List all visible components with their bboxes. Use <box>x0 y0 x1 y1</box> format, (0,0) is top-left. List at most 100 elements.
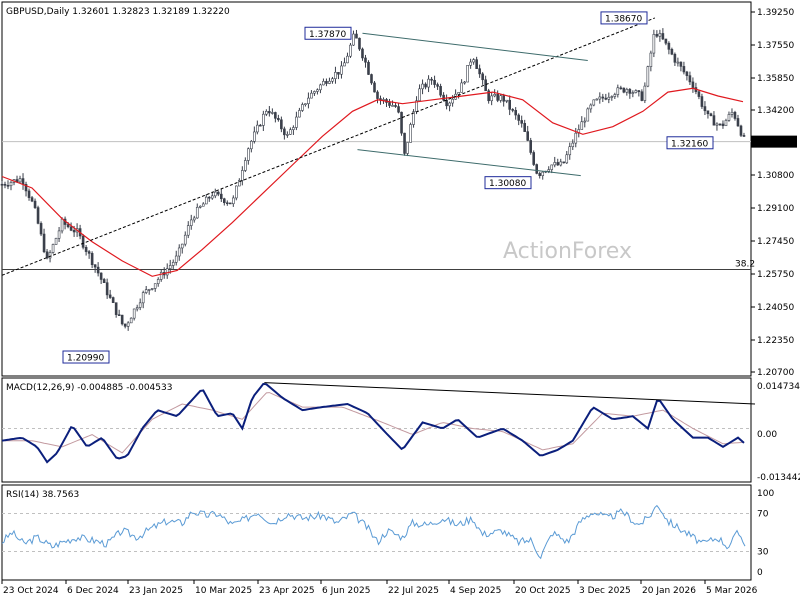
candle-body <box>712 115 716 126</box>
candle-body <box>622 87 626 93</box>
candle-body <box>244 160 247 171</box>
candle-body <box>241 170 244 181</box>
candle-body <box>700 96 704 107</box>
date-axis-label: 23 Oct 2024 <box>3 586 59 596</box>
candle-body <box>388 102 391 106</box>
candle-body <box>45 251 49 259</box>
candle-body <box>33 200 37 208</box>
candle-body <box>601 96 605 99</box>
candle-body <box>667 42 671 50</box>
candle-body <box>343 62 346 67</box>
price-axis-label: 1.39250 <box>757 8 794 18</box>
candle-body <box>478 68 481 75</box>
label-1-38670-box <box>600 11 648 25</box>
candle-body <box>499 95 502 101</box>
candle-body <box>631 92 635 94</box>
price-axis-label: 1.30800 <box>757 171 794 181</box>
price-header: GBPUSD,Daily 1.32601 1.32823 1.32189 1.3… <box>6 7 230 17</box>
candle-body <box>403 132 406 154</box>
candle-body <box>718 123 722 126</box>
candle-body <box>691 81 695 88</box>
candle-body <box>132 308 136 319</box>
candle-body <box>349 44 352 57</box>
candle-body <box>210 195 214 199</box>
date-axis-label: 6 Dec 2024 <box>67 586 119 596</box>
candle-body <box>736 118 740 127</box>
candle-body <box>102 279 106 283</box>
candle-body <box>18 178 22 183</box>
candle-body <box>487 90 490 102</box>
candle-body <box>547 169 551 172</box>
macd-trendline <box>264 382 756 405</box>
candle-body <box>226 202 229 205</box>
date-axis-label: 3 Dec 2025 <box>579 586 631 596</box>
candle-body <box>469 61 472 66</box>
candle-body <box>634 90 638 93</box>
candle-body <box>466 65 469 83</box>
candle-body <box>715 123 719 126</box>
candle-body <box>156 279 160 284</box>
candle-body <box>457 92 460 95</box>
candle-body <box>186 225 190 236</box>
candle-body <box>81 235 85 248</box>
candle-body <box>277 118 280 121</box>
candle-body <box>298 110 301 118</box>
candle-body <box>706 110 710 115</box>
candle-body <box>36 207 40 224</box>
candle-body <box>697 91 701 97</box>
candle-body <box>640 91 644 101</box>
candle-body <box>232 197 235 205</box>
candle-body <box>337 71 340 75</box>
candle-body <box>568 146 572 156</box>
channel-lower-line <box>357 149 581 177</box>
candle-body <box>379 98 382 100</box>
candle-body <box>183 234 187 245</box>
candle-body <box>307 97 310 104</box>
candle-body <box>30 197 34 202</box>
candle-body <box>229 202 232 205</box>
date-axis-label: 5 Mar 2026 <box>706 586 758 596</box>
candle-body <box>174 255 178 263</box>
candle-body <box>313 91 316 94</box>
candle-body <box>301 104 304 111</box>
candle-body <box>355 33 358 39</box>
candle-body <box>259 124 262 127</box>
candle-body <box>742 135 746 137</box>
candle-body <box>358 37 361 50</box>
candle-body <box>129 317 133 324</box>
candle-body <box>709 113 713 116</box>
candle-body <box>427 78 430 88</box>
rsi-panel-frame <box>1 484 752 581</box>
candle-body <box>490 95 493 102</box>
candle-body <box>346 55 349 64</box>
date-axis-label: 23 Apr 2025 <box>259 586 315 596</box>
candle-body <box>150 288 154 290</box>
candle-body <box>334 71 337 79</box>
axis-layer: 1.392501.375501.358501.342001.325001.308… <box>1 8 800 596</box>
label-1-20990: 1.20990 <box>67 354 104 364</box>
candle-body <box>520 120 523 124</box>
candle-body <box>673 53 677 63</box>
candle-body <box>111 297 115 303</box>
candle-body <box>727 114 731 121</box>
candle-body <box>607 96 611 100</box>
macd-axis-label: 0.00 <box>757 430 777 440</box>
candle-body <box>484 79 487 92</box>
candle-body <box>96 266 100 274</box>
macd-header: MACD(12,26,9) -0.004885 -0.004533 <box>6 383 172 393</box>
candle-body <box>538 173 542 176</box>
date-axis-label: 23 Jan 2025 <box>129 586 183 596</box>
candle-body <box>235 185 238 199</box>
candle-body <box>105 282 109 296</box>
candle-body <box>646 66 650 87</box>
candle-body <box>652 34 656 54</box>
candle-body <box>463 81 466 84</box>
candle-body <box>280 119 283 130</box>
candle-body <box>39 223 43 235</box>
candle-body <box>703 106 707 112</box>
price-axis-label: 1.34200 <box>757 106 794 116</box>
candle-body <box>271 112 274 114</box>
label-1-32160-box <box>666 136 714 150</box>
candle-body <box>589 104 593 110</box>
candle-body <box>292 127 295 130</box>
